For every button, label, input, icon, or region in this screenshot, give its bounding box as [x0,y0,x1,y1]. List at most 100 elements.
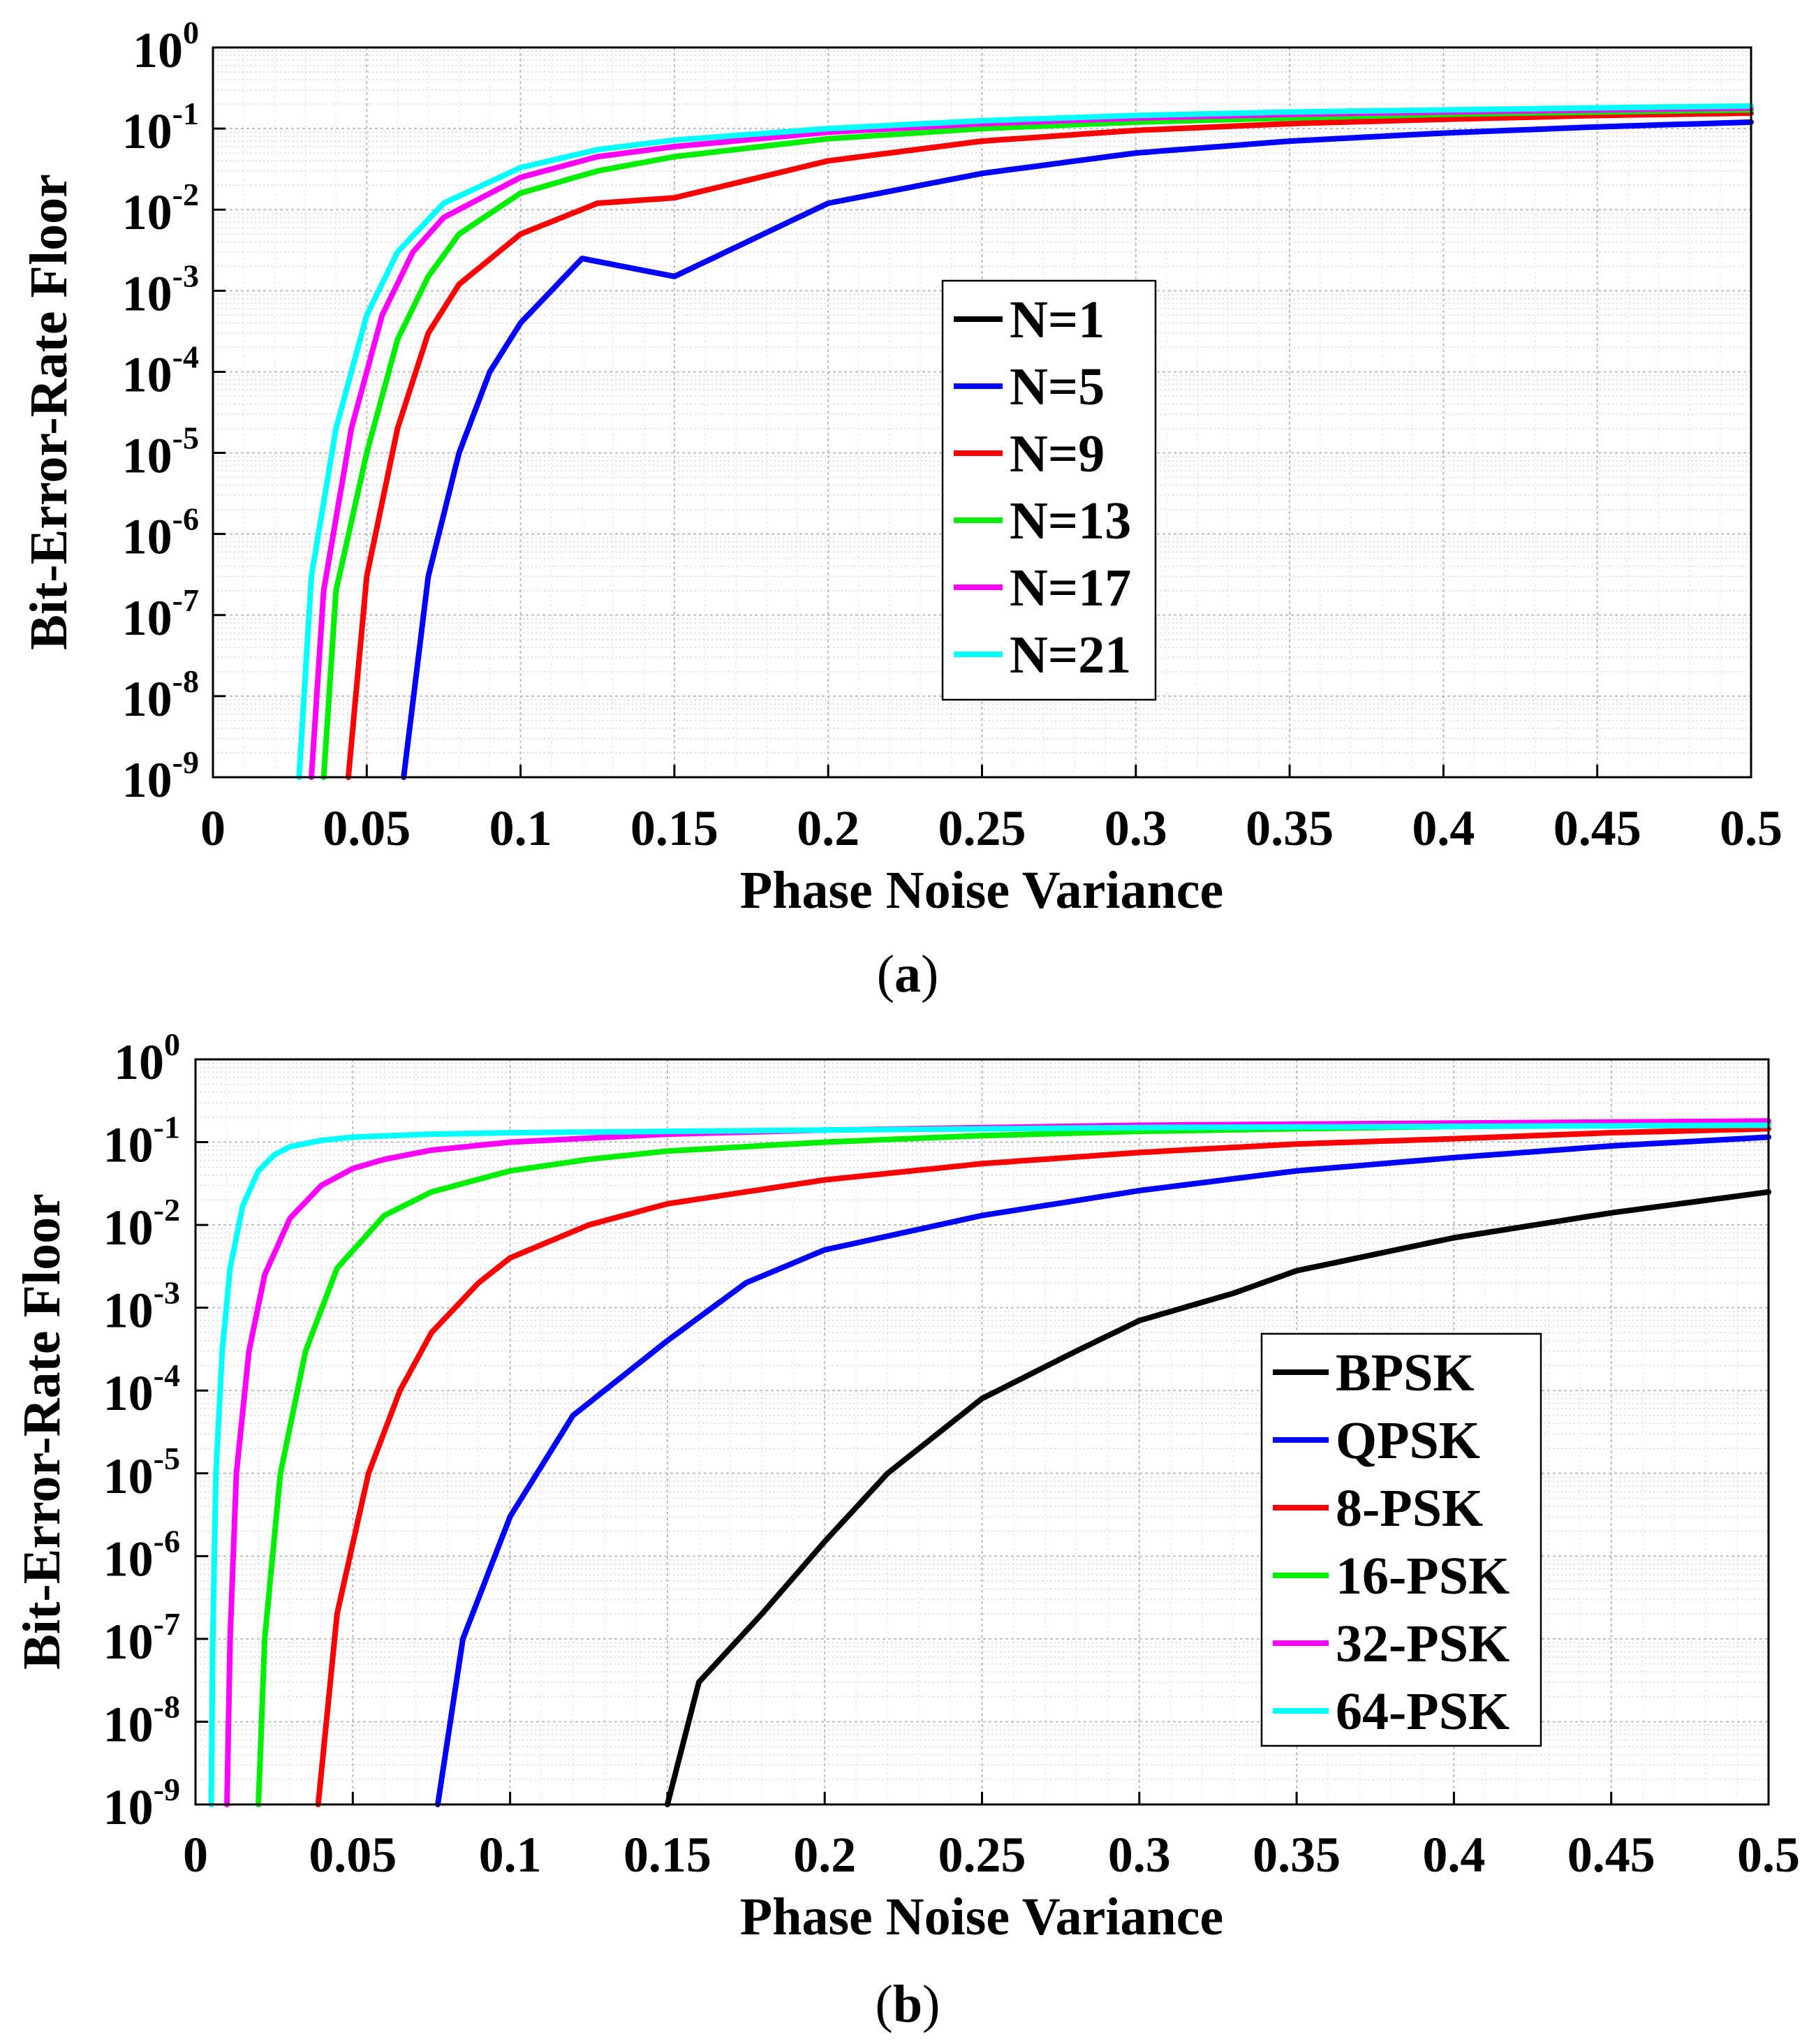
y-tick-label-b: 10-7 [103,1606,180,1670]
y-tick-base: 10 [103,1614,154,1670]
x-tick-label-b: 0.35 [1253,1827,1341,1883]
series-line-a-n-13 [320,107,1754,780]
y-tick-base: 10 [122,509,172,565]
series-line-b-qpsk [435,1134,1771,1807]
legend-b: BPSK QPSK 8-PSK 16-PSK 32-PSK 64-PSK [1260,1332,1542,1747]
y-tick-exponent: -3 [172,258,199,293]
x-tick-label-b: 0.05 [309,1827,397,1883]
series-line-a-n-5 [401,119,1754,780]
legend-a: N=1 N=5 N=9 N=13 N=17 N=21 [941,279,1157,701]
y-tick-label-b: 10-3 [103,1275,180,1339]
y-tick-exponent: -4 [172,339,199,374]
x-tick-label-b: 0.25 [938,1827,1026,1883]
legend-label-b: 8-PSK [1336,1479,1483,1538]
series-group-a [296,103,1754,780]
y-tick-exponent: -6 [154,1523,180,1559]
y-tick-label-b: 10-9 [103,1772,180,1835]
series-line-b-64-psk [208,1122,1771,1807]
y-tick-label-a: 100 [133,15,199,78]
panel-label-a: (a) [877,945,939,1003]
y-tick-label-b: 10-8 [103,1689,180,1752]
y-axis-label-a: Bit-Error-Rate Floor [20,174,78,650]
x-tick-label-b: 0.3 [1108,1827,1171,1883]
x-tick-label-a: 0.5 [1720,800,1782,856]
y-tick-label-a: 10-3 [122,258,199,321]
y-tick-exponent: -9 [154,1772,180,1807]
panel-label-a-letter: a [894,945,921,1003]
y-tick-exponent: -1 [154,1110,180,1145]
y-tick-base: 10 [103,1531,154,1587]
x-tick-label-b: 0.4 [1422,1827,1485,1883]
y-tick-label-a: 10-2 [122,177,199,240]
y-tick-label-a: 10-5 [122,420,199,484]
y-tick-base: 10 [103,1365,154,1421]
y-tick-label-b: 10-4 [103,1358,180,1421]
x-tick-label-a: 0.2 [797,800,859,856]
y-tick-label-a: 10-1 [122,96,199,159]
y-tick-base: 10 [103,1200,154,1256]
y-tick-base: 10 [122,752,172,808]
y-tick-label-a: 10-8 [122,663,199,727]
series-line-b-bpsk [664,1189,1771,1807]
legend-label-a: N=5 [1010,358,1105,416]
x-tick-label-b: 0.45 [1567,1827,1655,1883]
y-tick-base: 10 [103,1283,154,1339]
y-axis-label-b: Bit-Error-Rate Floor [13,1193,71,1670]
y-tick-label-a: 10-4 [122,339,199,402]
y-tick-label-a: 10-9 [122,744,199,808]
y-tick-exponent: 0 [183,15,199,50]
y-tick-exponent: -7 [154,1606,180,1642]
y-tick-exponent: -9 [172,744,199,780]
y-tick-exponent: 0 [164,1027,180,1062]
series-line-b-8-psk [315,1126,1771,1807]
panel-a: 0 0.05 0.1 0.15 0.2 0.25 0.3 0.35 0.4 0.45 0.51001… [20,15,1782,1003]
legend-label-b: 32-PSK [1336,1615,1509,1673]
panel-label-b: (b) [876,1975,940,2034]
legend-box-a [941,279,1157,701]
legend-label-b: 64-PSK [1336,1682,1509,1741]
y-tick-label-b: 100 [114,1027,180,1090]
x-tick-label-a: 0.1 [489,800,552,856]
x-tick-label-b: 0.1 [479,1827,542,1883]
y-tick-exponent: -7 [172,582,199,618]
x-tick-label-b: 0.2 [793,1827,856,1883]
y-tick-exponent: -1 [172,96,199,131]
x-tick-label-a: 0.4 [1412,800,1475,856]
x-tick-label-a: 0.15 [630,800,718,856]
y-tick-base: 10 [103,1696,154,1752]
legend-box-b [1260,1332,1542,1747]
y-tick-base: 10 [103,1117,154,1173]
y-tick-label-b: 10-5 [103,1441,180,1504]
y-tick-label-b: 10-6 [103,1523,180,1587]
y-tick-exponent: -5 [172,420,199,456]
series-line-a-n-9 [345,110,1754,780]
y-tick-exponent: -2 [172,177,199,212]
y-tick-exponent: -5 [154,1441,180,1476]
x-tick-label-a: 0.05 [323,800,411,856]
legend-label-a: N=13 [1010,492,1131,550]
panel-b: 0 0.05 0.1 0.15 0.2 0.25 0.3 0.35 0.4 0.45 0.51001… [13,1027,1800,2034]
legend-label-a: N=9 [1010,425,1105,483]
y-tick-label-a: 10-6 [122,501,199,565]
y-tick-base: 10 [122,346,172,402]
ticks-b: 0 0.05 0.1 0.15 0.2 0.25 0.3 0.35 0.4 0.45 0.51001… [103,1027,1800,1883]
ticks-a: 0 0.05 0.1 0.15 0.2 0.25 0.3 0.35 0.4 0.45 0.51001… [122,15,1782,856]
y-tick-label-b: 10-2 [103,1192,180,1256]
x-tick-label-a: 0.35 [1246,800,1334,856]
x-tick-label-b: 0 [183,1827,208,1883]
x-tick-label-a: 0.45 [1553,800,1641,856]
y-tick-label-a: 10-7 [122,582,199,646]
x-tick-label-b: 0.5 [1737,1827,1800,1883]
legend-label-b: QPSK [1336,1411,1480,1470]
y-tick-exponent: -6 [172,501,199,537]
legend-label-a: N=21 [1010,626,1131,684]
y-tick-base: 10 [122,671,172,727]
y-tick-base: 10 [114,1034,164,1090]
y-tick-exponent: -4 [154,1358,180,1393]
legend-label-a: N=1 [1010,291,1105,349]
y-tick-base: 10 [103,1448,154,1504]
legend-label-b: 16-PSK [1336,1547,1509,1605]
legend-label-b: BPSK [1336,1344,1475,1402]
series-line-a-n-21 [296,103,1754,780]
